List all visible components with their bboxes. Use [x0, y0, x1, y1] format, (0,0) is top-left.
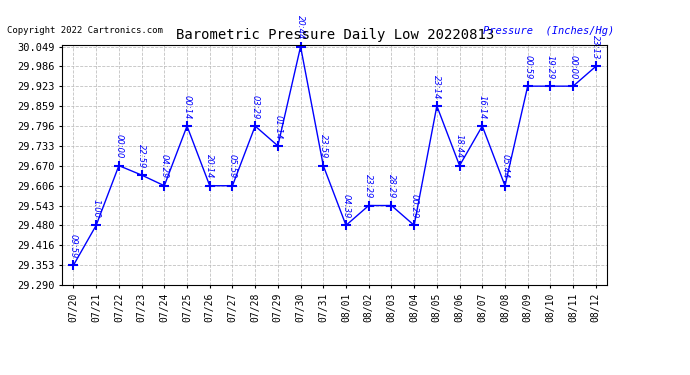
- Text: 16:14: 16:14: [477, 95, 486, 119]
- Text: 04:39: 04:39: [342, 194, 351, 218]
- Text: 04:29: 04:29: [160, 154, 169, 179]
- Text: Pressure  (Inches/Hg): Pressure (Inches/Hg): [483, 26, 614, 36]
- Text: 00:14: 00:14: [183, 95, 192, 119]
- Text: 05:59: 05:59: [228, 154, 237, 179]
- Text: 00:00: 00:00: [115, 134, 124, 159]
- Text: 01:14: 01:14: [273, 114, 282, 139]
- Text: 05:44: 05:44: [500, 154, 509, 179]
- Text: Copyright 2022 Cartronics.com: Copyright 2022 Cartronics.com: [7, 26, 163, 35]
- Text: 09:59: 09:59: [69, 234, 78, 258]
- Text: 23:29: 23:29: [364, 174, 373, 199]
- Text: 00:29: 00:29: [410, 194, 419, 218]
- Text: 23:13: 23:13: [591, 35, 600, 59]
- Text: 03:29: 03:29: [250, 95, 259, 119]
- Text: 00:00: 00:00: [569, 55, 578, 79]
- Text: 1:00: 1:00: [92, 200, 101, 218]
- Text: 20:14: 20:14: [205, 154, 214, 179]
- Text: 19:29: 19:29: [546, 55, 555, 79]
- Text: 23:59: 23:59: [319, 134, 328, 159]
- Text: 20:44: 20:44: [296, 15, 305, 40]
- Text: 28:29: 28:29: [387, 174, 396, 199]
- Text: 00:59: 00:59: [523, 55, 532, 79]
- Text: 23:14: 23:14: [433, 75, 442, 99]
- Title: Barometric Pressure Daily Low 20220813: Barometric Pressure Daily Low 20220813: [175, 28, 494, 42]
- Text: 18:44: 18:44: [455, 134, 464, 159]
- Text: 22:59: 22:59: [137, 144, 146, 168]
